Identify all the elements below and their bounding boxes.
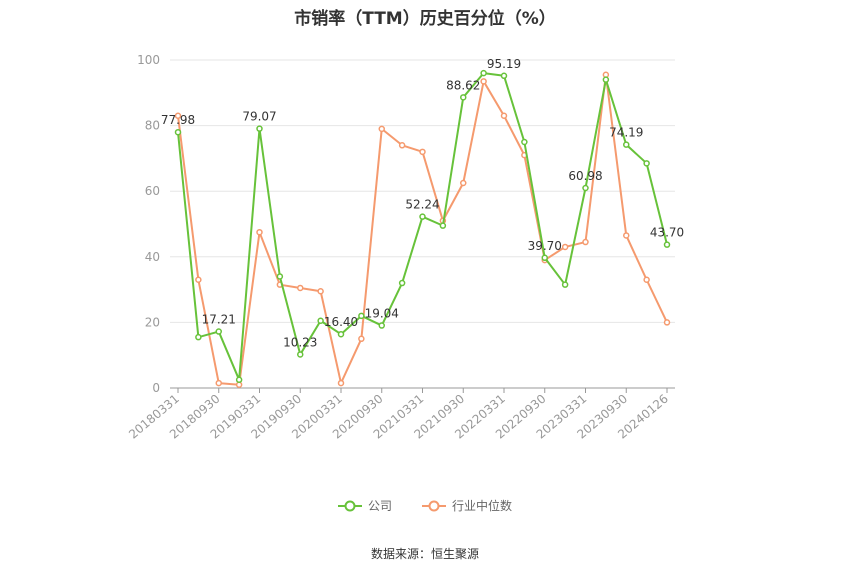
data-point-industry	[256, 228, 263, 236]
legend-industry-icon	[422, 500, 446, 511]
data-point-company	[358, 312, 365, 320]
data-label: 39.70	[528, 239, 562, 253]
data-point-company	[256, 125, 263, 132]
y-tick-label: 40	[145, 250, 160, 264]
data-label: 10.23	[283, 335, 317, 349]
data-point-industry	[297, 284, 304, 292]
data-label: 17.21	[202, 313, 236, 327]
data-label: 79.07	[242, 110, 276, 124]
data-source: 数据来源：恒生聚源	[370, 547, 479, 561]
data-point-industry	[358, 335, 365, 343]
data-point-company	[317, 317, 324, 325]
data-point-industry	[419, 148, 426, 156]
data-point-industry	[561, 243, 569, 251]
data-point-industry	[663, 319, 671, 326]
y-tick-label: 60	[145, 184, 160, 198]
y-tick-label: 80	[145, 119, 160, 133]
data-point-company	[439, 222, 447, 229]
y-tick-label: 100	[137, 53, 160, 67]
chart-plot-area: 0204060801002018033120180930201903312019…	[126, 53, 684, 442]
data-point-company	[541, 254, 548, 262]
data-point-industry	[643, 276, 650, 284]
data-label: 43.70	[650, 226, 684, 240]
data-point-company	[643, 160, 650, 167]
data-label: 16.40	[324, 315, 358, 329]
data-point-company	[663, 241, 671, 248]
data-point-company	[500, 72, 508, 80]
data-point-industry	[480, 78, 487, 85]
data-point-industry	[398, 142, 406, 149]
legend-industry-label: 行业中位数	[452, 499, 513, 513]
data-label: 19.04	[365, 307, 399, 321]
data-label: 77.98	[161, 113, 195, 127]
data-point-company	[235, 376, 243, 384]
data-point-industry	[337, 379, 345, 387]
chart-title: 市销率（TTM）历史百分位（%）	[294, 9, 556, 29]
data-point-company	[297, 351, 304, 358]
data-point-company	[460, 94, 467, 101]
data-point-company	[521, 138, 528, 146]
data-point-industry	[500, 112, 508, 120]
legend-company-icon	[337, 500, 362, 511]
data-point-company	[582, 184, 589, 192]
data-point-industry	[582, 238, 589, 246]
data-point-industry	[317, 287, 324, 295]
data-point-company	[215, 328, 222, 335]
data-point-industry	[460, 179, 467, 187]
data-point-company	[480, 69, 487, 77]
data-label: 95.19	[487, 57, 521, 71]
data-point-industry	[623, 232, 630, 239]
data-point-company	[561, 281, 569, 288]
data-point-company	[276, 273, 284, 280]
data-label: 74.19	[609, 126, 643, 140]
data-label: 60.98	[568, 169, 602, 183]
data-label: 88.62	[446, 78, 480, 92]
data-point-industry	[174, 112, 182, 120]
legend-company-label: 公司	[367, 499, 392, 513]
data-point-company	[195, 333, 202, 341]
data-point-company	[419, 213, 426, 220]
legend-item-industry[interactable]: 行业中位数	[422, 497, 512, 514]
data-point-company	[602, 76, 610, 83]
y-tick-label: 0	[152, 381, 160, 395]
data-point-company	[398, 279, 406, 287]
chart-legend: 公司 行业中位数	[0, 497, 850, 514]
data-point-industry	[215, 379, 222, 387]
y-tick-label: 20	[145, 315, 160, 329]
data-point-company	[623, 141, 630, 148]
legend-item-company[interactable]: 公司	[337, 497, 392, 514]
data-point-industry	[378, 125, 385, 133]
data-point-company	[337, 330, 345, 338]
data-label: 52.24	[405, 198, 439, 212]
data-point-industry	[195, 276, 202, 284]
data-point-company	[174, 128, 182, 136]
data-point-company	[378, 322, 385, 329]
